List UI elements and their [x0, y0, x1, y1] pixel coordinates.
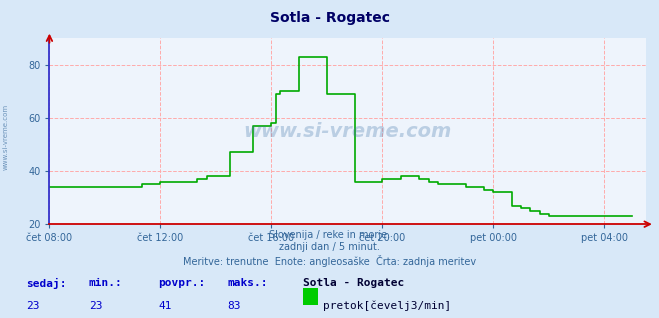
Text: 41: 41 — [158, 301, 171, 310]
Text: www.si-vreme.com: www.si-vreme.com — [243, 122, 452, 141]
Text: 23: 23 — [89, 301, 102, 310]
Text: zadnji dan / 5 minut.: zadnji dan / 5 minut. — [279, 242, 380, 252]
Text: maks.:: maks.: — [227, 278, 268, 288]
Text: Sotla - Rogatec: Sotla - Rogatec — [270, 11, 389, 25]
Text: Meritve: trenutne  Enote: angleosaške  Črta: zadnja meritev: Meritve: trenutne Enote: angleosaške Črt… — [183, 255, 476, 267]
Text: Slovenija / reke in morje.: Slovenija / reke in morje. — [269, 230, 390, 239]
Text: sedaj:: sedaj: — [26, 278, 67, 289]
Text: min.:: min.: — [89, 278, 123, 288]
Text: 23: 23 — [26, 301, 40, 310]
Text: povpr.:: povpr.: — [158, 278, 206, 288]
Text: www.si-vreme.com: www.si-vreme.com — [2, 104, 9, 170]
Text: pretok[čevelj3/min]: pretok[čevelj3/min] — [323, 301, 451, 311]
Text: 83: 83 — [227, 301, 241, 310]
Text: Sotla - Rogatec: Sotla - Rogatec — [303, 278, 405, 288]
